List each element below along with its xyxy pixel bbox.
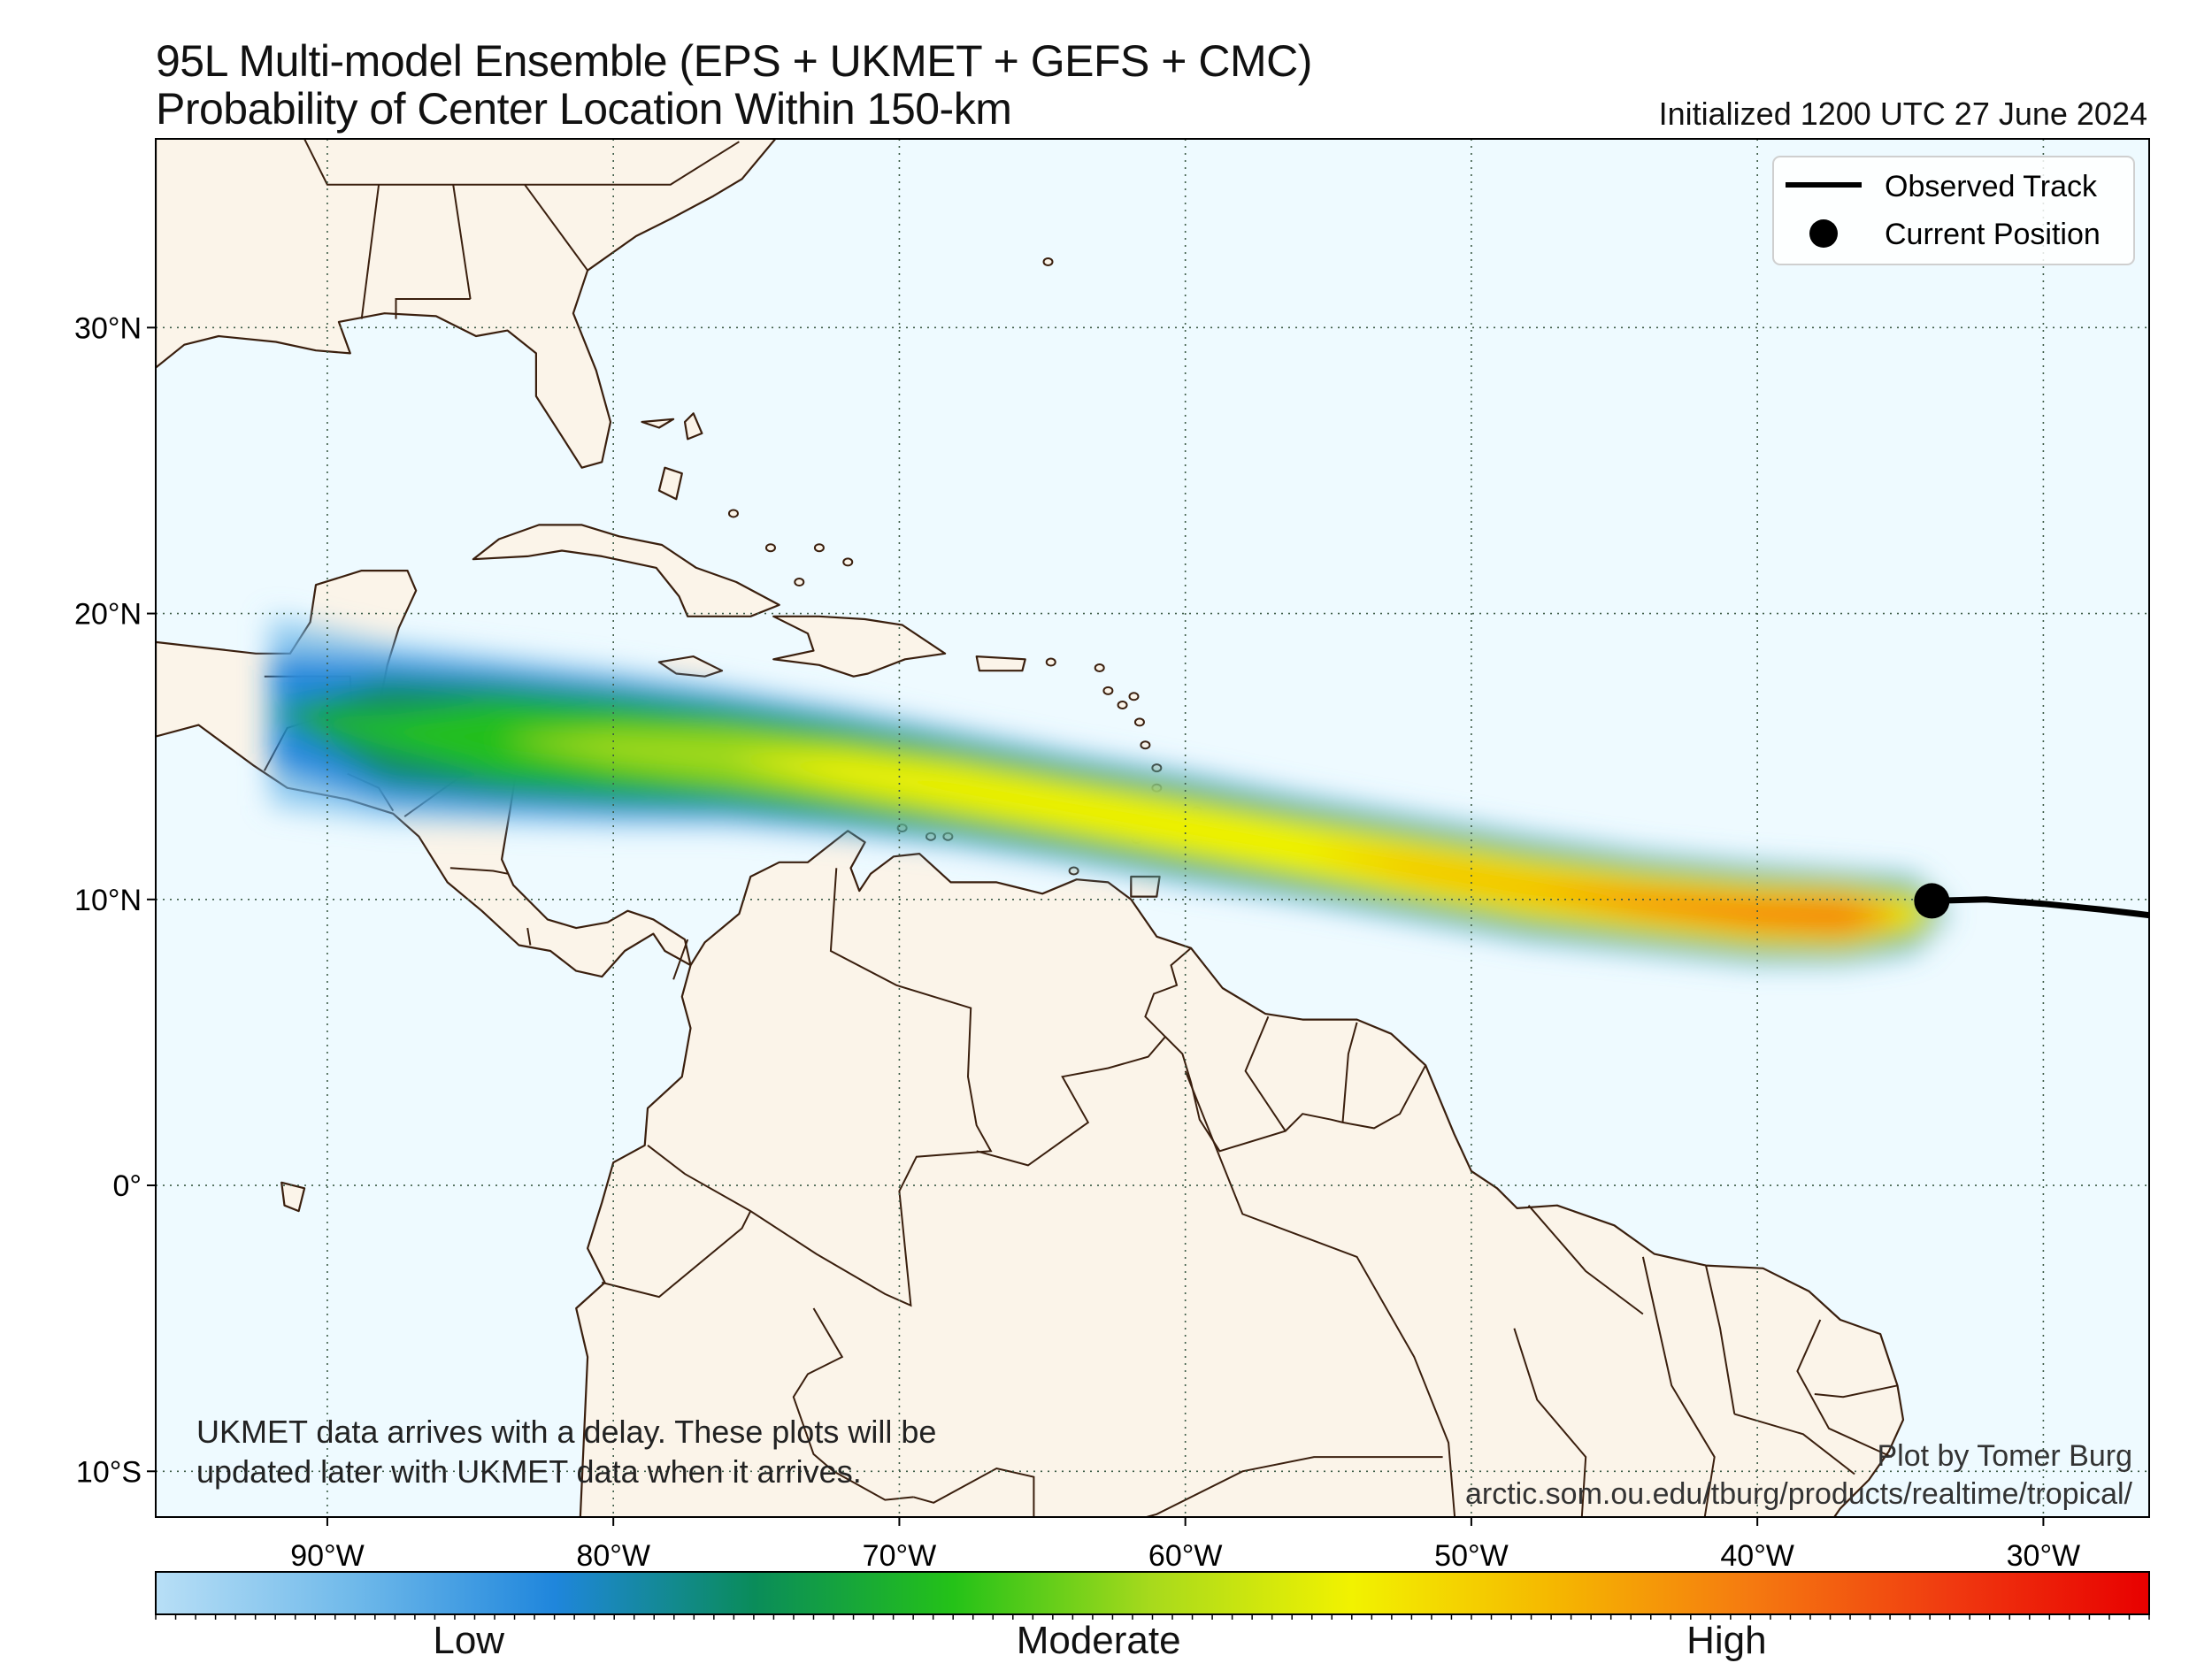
observed-track-line [1928, 896, 2149, 919]
colorbar [155, 1571, 2150, 1620]
lon-tick-label: 70°W [863, 1539, 937, 1573]
map-legend: Observed Track Current Position [1772, 156, 2135, 265]
country-border [1796, 1319, 1893, 1459]
observed-track-layer [1914, 883, 2149, 919]
map-subtitle: Probability of Center Location Within 15… [156, 84, 1012, 134]
legend-current-position: Current Position [1885, 218, 2101, 251]
lat-tick-label: 20°N [74, 598, 142, 632]
legend-observed-track: Observed Track [1885, 170, 2098, 203]
small-island [1117, 701, 1128, 710]
country-border [526, 927, 532, 946]
colorbar-ticks [155, 1614, 2150, 1620]
lon-tick-label: 50°W [1434, 1539, 1509, 1573]
country-border [1814, 1384, 1898, 1399]
country-border [1164, 1036, 1427, 1153]
andros-island [657, 466, 683, 501]
country-border [452, 184, 472, 300]
country-border [1341, 1022, 1358, 1123]
small-island [727, 509, 739, 518]
galapagos-islands [280, 1181, 306, 1213]
cuba-island [472, 524, 780, 617]
country-border [1641, 1256, 1716, 1517]
lon-tick-label: 40°W [1720, 1539, 1794, 1573]
colorbar-ramp [155, 1571, 2150, 1615]
small-island [1094, 663, 1105, 672]
plot-credit: Plot by Tomer Burg arctic.som.ou.edu/tbu… [1465, 1439, 2133, 1511]
trinidad-island [1130, 875, 1161, 898]
small-island [764, 543, 776, 553]
delay-note: UKMET data arrives with a delay. These p… [196, 1414, 936, 1490]
country-border [303, 139, 740, 186]
country-border [1184, 1070, 1456, 1517]
lat-tick-label: 10°S [76, 1455, 142, 1489]
country-border [647, 868, 993, 1307]
puerto-rico-island [975, 655, 1026, 672]
country-border [1513, 1328, 1587, 1517]
country-border [1527, 1205, 1644, 1315]
small-island [1128, 692, 1140, 701]
lat-tick-label: 30°N [74, 311, 142, 345]
country-border [976, 947, 1192, 1167]
map-title: 95L Multi-model Ensemble (EPS + UKMET + … [156, 36, 1312, 86]
country-border [1705, 1265, 1736, 1414]
legend-position-swatch [1809, 219, 1838, 248]
country-border [672, 939, 689, 980]
small-island [1068, 866, 1079, 876]
country-border [1142, 1456, 1443, 1517]
small-island [1045, 657, 1056, 667]
lat-tick-label: 10°N [74, 884, 142, 917]
country-border [913, 1467, 1035, 1517]
country-border [524, 184, 588, 272]
lon-tick-label: 60°W [1148, 1539, 1223, 1573]
colorbar-label: Moderate [1016, 1619, 1181, 1662]
lon-tick-label: 80°W [576, 1539, 650, 1573]
delay-note-line2: updated later with UKMET data when it ar… [196, 1453, 862, 1490]
country-borders [263, 139, 1898, 1517]
small-island [794, 578, 805, 587]
current-position-marker [1914, 883, 1950, 919]
probability-contour [270, 710, 1927, 939]
probability-swath [270, 616, 1949, 962]
map-frame [155, 138, 2150, 1518]
delay-note-line1: UKMET data arrives with a delay. These p… [196, 1414, 936, 1450]
country-border [1244, 1015, 1286, 1132]
south-america-landmass [575, 830, 1905, 1517]
hispaniola-island [772, 615, 947, 678]
north-america-landmass [156, 139, 777, 469]
initialization-time: Initialized 1200 UTC 27 June 2024 [1658, 96, 2147, 132]
country-border [602, 1210, 752, 1299]
country-border [395, 298, 471, 319]
small-island [1140, 740, 1151, 750]
axis-ticks: 90°W 80°W 70°W 60°W 50°W 40°W 30°W 30°N 20°N 10°N… [74, 311, 2080, 1573]
colorbar-label: Low [433, 1619, 505, 1662]
small-island [813, 543, 825, 553]
lon-tick-label: 30°W [2007, 1539, 2081, 1573]
credit-url: arctic.som.ou.edu/tburg/products/realtim… [1465, 1477, 2133, 1511]
abaco-island [683, 412, 703, 441]
small-island [842, 557, 854, 567]
country-border [360, 184, 380, 319]
country-border [449, 867, 508, 875]
lon-tick-label: 90°W [290, 1539, 365, 1573]
jamaica-island [657, 655, 724, 678]
credit-author: Plot by Tomer Burg [1877, 1439, 2132, 1473]
grand-bahama-island [641, 418, 675, 429]
colorbar-label: High [1686, 1619, 1767, 1662]
small-island [1102, 686, 1114, 695]
country-border [792, 1307, 914, 1501]
small-island [1042, 257, 1054, 266]
legend-box [1772, 156, 2135, 265]
small-island [1133, 717, 1145, 727]
lat-tick-label: 0° [112, 1169, 142, 1203]
